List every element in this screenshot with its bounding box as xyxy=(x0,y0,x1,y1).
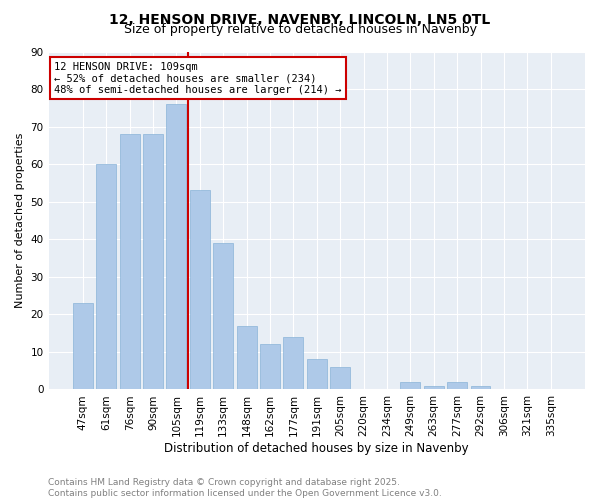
Y-axis label: Number of detached properties: Number of detached properties xyxy=(15,133,25,308)
Text: Contains HM Land Registry data © Crown copyright and database right 2025.
Contai: Contains HM Land Registry data © Crown c… xyxy=(48,478,442,498)
Bar xyxy=(283,337,304,390)
Text: 12 HENSON DRIVE: 109sqm
← 52% of detached houses are smaller (234)
48% of semi-d: 12 HENSON DRIVE: 109sqm ← 52% of detache… xyxy=(54,62,341,95)
Bar xyxy=(143,134,163,390)
Bar xyxy=(260,344,280,390)
Bar xyxy=(330,367,350,390)
Bar xyxy=(213,243,233,390)
Text: Size of property relative to detached houses in Navenby: Size of property relative to detached ho… xyxy=(124,22,476,36)
Bar xyxy=(424,386,443,390)
Bar xyxy=(470,386,490,390)
Bar xyxy=(190,190,210,390)
X-axis label: Distribution of detached houses by size in Navenby: Distribution of detached houses by size … xyxy=(164,442,469,455)
Bar xyxy=(307,360,327,390)
Text: 12, HENSON DRIVE, NAVENBY, LINCOLN, LN5 0TL: 12, HENSON DRIVE, NAVENBY, LINCOLN, LN5 … xyxy=(109,12,491,26)
Bar xyxy=(97,164,116,390)
Bar xyxy=(236,326,257,390)
Bar xyxy=(447,382,467,390)
Bar xyxy=(73,303,93,390)
Bar xyxy=(400,382,420,390)
Bar xyxy=(120,134,140,390)
Bar xyxy=(166,104,187,390)
